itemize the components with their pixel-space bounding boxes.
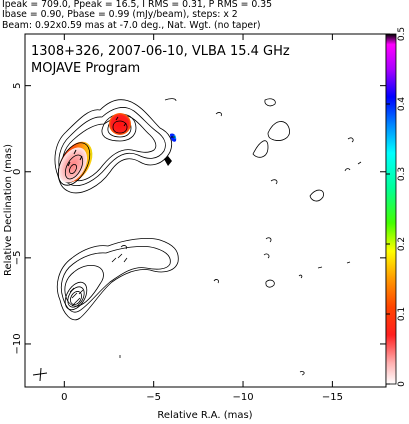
- x-tick-label: −10: [232, 392, 253, 403]
- colorbar: [385, 33, 397, 385]
- plot-title: 1308+326, 2007-06-10, VLBA 15.4 GHz: [31, 44, 290, 59]
- colorbar-tick-label: 0.2: [397, 237, 407, 251]
- upper-contours: [54, 98, 362, 202]
- y-tick-label: −10: [12, 333, 23, 354]
- y-tick-label: 0: [12, 169, 23, 175]
- colorbar-tick-label: 0.3: [397, 167, 407, 181]
- y-tick-label: 5: [12, 82, 23, 88]
- map-header: Ipeak = 709.0, Ppeak = 16.5, I RMS = 0.3…: [2, 0, 407, 31]
- x-axis: 0 −5 −10 −15: [61, 34, 343, 403]
- header-line-3: Beam: 0.92x0.59 mas at -7.0 deg., Nat. W…: [2, 19, 261, 31]
- colorbar-tick-label: 0.4: [397, 97, 407, 112]
- y-axis-label: Relative Declination (mas): [3, 144, 14, 276]
- upper-contours-overlay: [57, 120, 128, 186]
- polarization-vectors: [67, 116, 175, 167]
- colorbar-tick-label: 0.5: [397, 27, 407, 41]
- polarization-color-map: [58, 113, 177, 183]
- plot-frame: [24, 33, 387, 388]
- x-tick-label: 0: [61, 392, 67, 403]
- header-line-2: Ibase = 0.90, Pbase = 0.99 (mJy/beam), s…: [2, 9, 238, 21]
- y-axis: 5 0 −5 −10: [12, 82, 386, 355]
- beam-marker: [32, 367, 48, 382]
- x-tick-label: −15: [322, 392, 343, 403]
- colorbar-tick-label: 0: [397, 381, 407, 387]
- x-axis-label: Relative R.A. (mas): [157, 410, 252, 421]
- colorbar-tick-label: 0.1: [397, 307, 407, 321]
- colorbar-ticks: 0 0.1 0.2 0.3 0.4 0.5: [386, 27, 407, 387]
- y-tick-label: −5: [12, 250, 23, 265]
- plot-subtitle: MOJAVE Program: [31, 61, 140, 76]
- header-line-1: Ipeak = 709.0, Ppeak = 16.5, I RMS = 0.3…: [2, 0, 273, 10]
- x-tick-label: −5: [146, 392, 161, 403]
- lower-contours: [56, 237, 351, 376]
